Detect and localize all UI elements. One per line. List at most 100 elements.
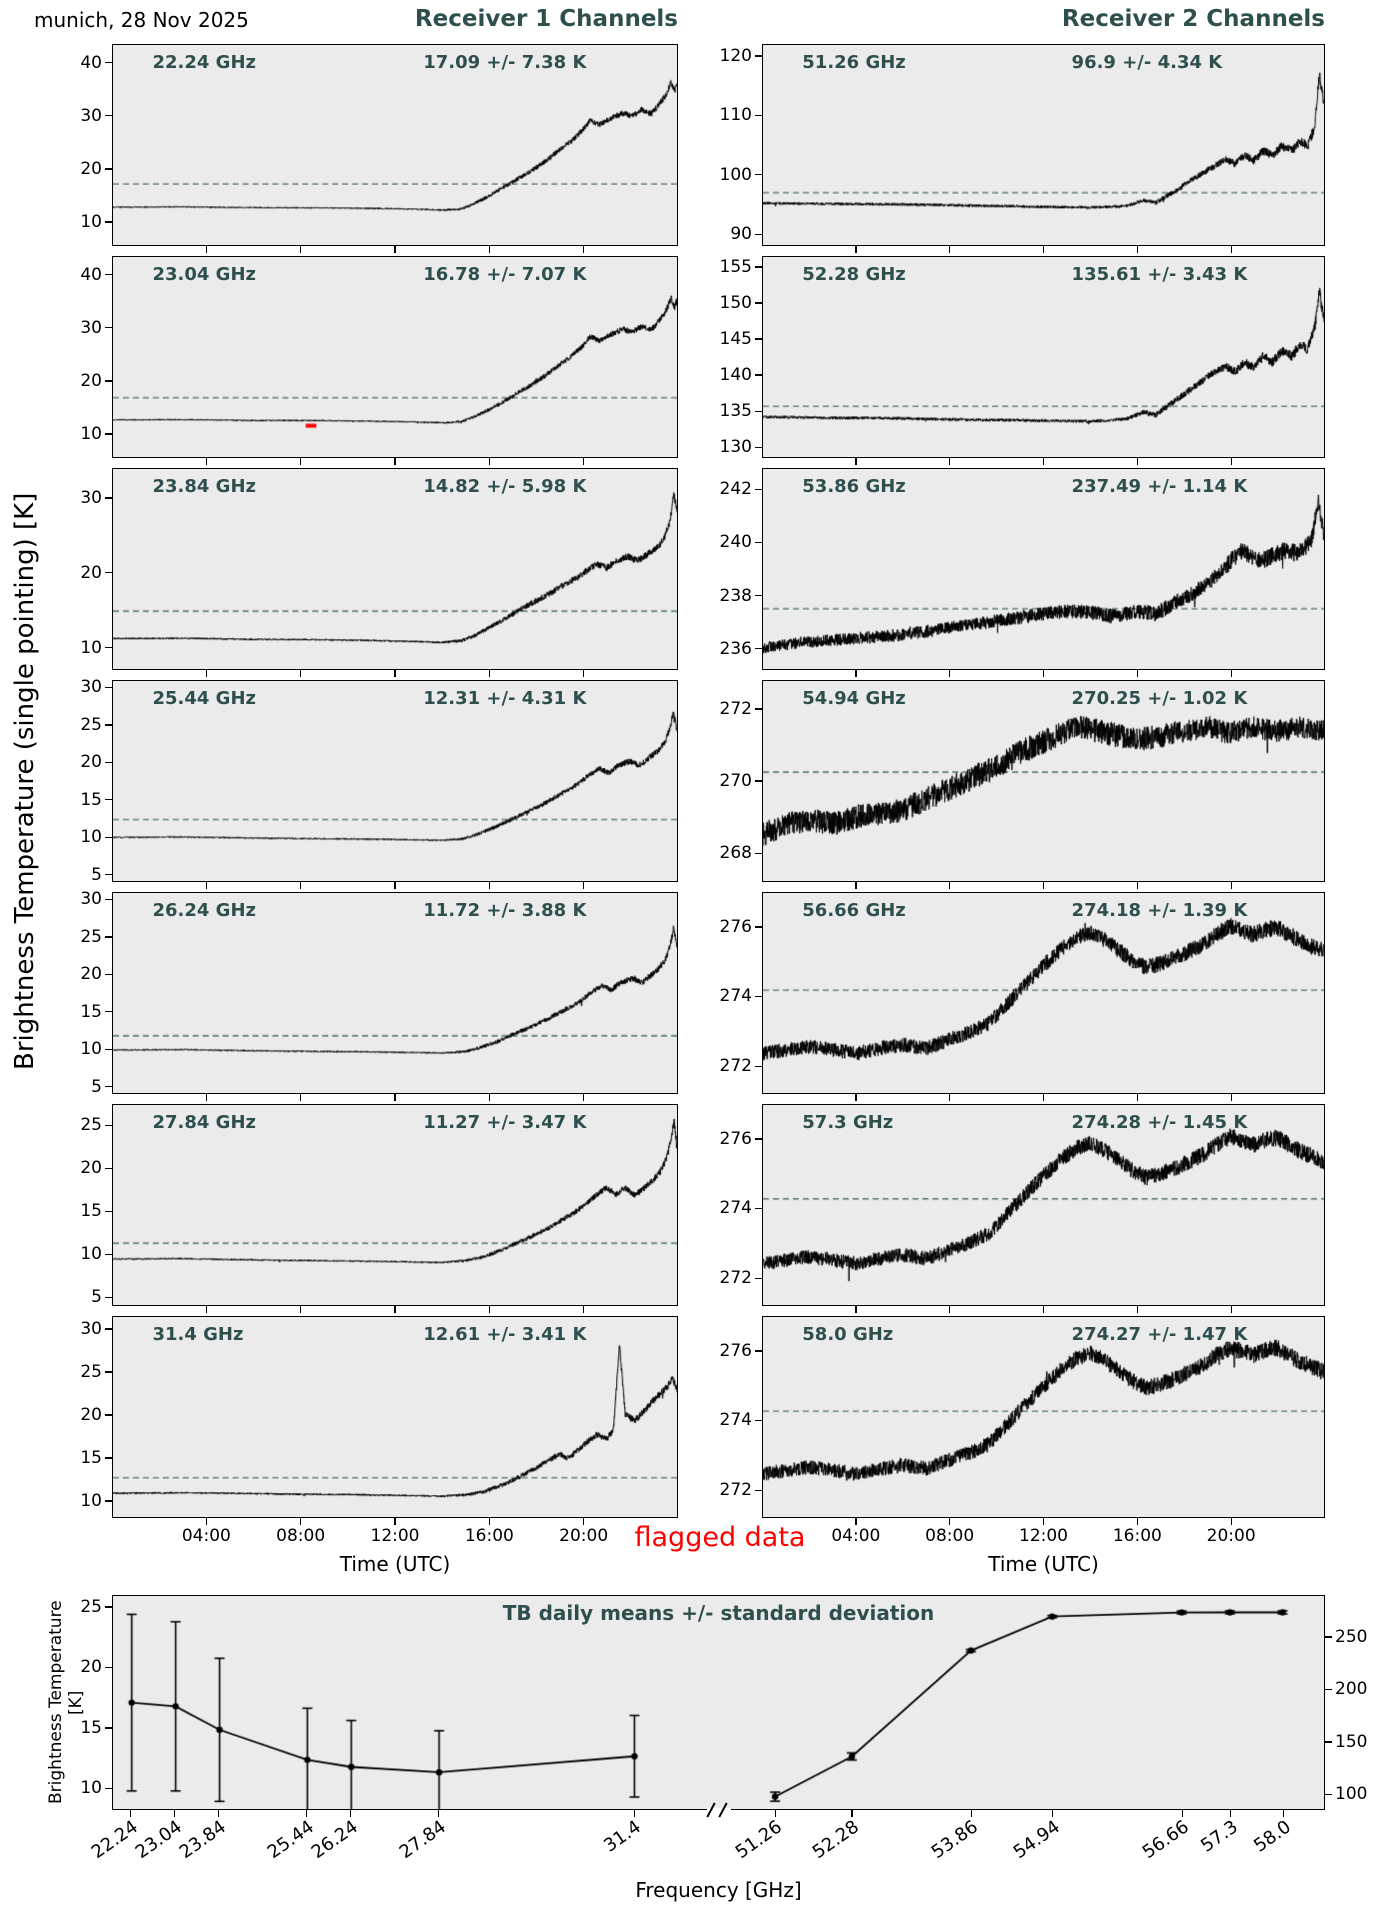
x-tick: [1136, 1518, 1139, 1525]
summary-x-tick: [306, 1810, 308, 1817]
panel-stats-label: 17.09 +/- 7.38 K: [423, 52, 587, 73]
x-tick-label: 16:00: [464, 1526, 514, 1546]
summary-y-tick-right: [1325, 1741, 1332, 1743]
y-tick-label: 5: [91, 1076, 102, 1097]
time-series-panel: 52.28 GHz 135.61 +/- 3.43 K: [762, 256, 1325, 458]
y-tick: [105, 873, 112, 876]
x-tick: [300, 1094, 302, 1101]
x-tick: [1042, 1306, 1045, 1313]
x-tick-label: 12:00: [370, 1526, 420, 1546]
x-tick: [205, 882, 208, 889]
y-tick-label: 135: [719, 401, 752, 422]
date-label: munich, 28 Nov 2025: [34, 8, 249, 32]
x-tick: [1042, 1518, 1045, 1525]
y-tick-label: 238: [719, 585, 752, 606]
y-tick-label: 20: [80, 370, 102, 391]
y-tick: [755, 174, 762, 176]
y-tick-label: 15: [80, 1201, 102, 1222]
time-series-panel: 27.84 GHz 11.27 +/- 3.47 K: [112, 1104, 678, 1306]
panel-stats-label: 274.27 +/- 1.47 K: [1071, 1324, 1248, 1345]
y-tick-label: 20: [80, 158, 102, 179]
y-tick-label: 5: [91, 1287, 102, 1308]
y-tick: [105, 1414, 112, 1416]
panel-stats-label: 11.72 +/- 3.88 K: [423, 900, 587, 921]
x-tick: [394, 670, 396, 677]
x-tick: [1136, 1306, 1139, 1313]
x-tick-label: 20:00: [559, 1526, 609, 1546]
summary-x-tick: [1181, 1810, 1184, 1817]
x-tick: [205, 246, 208, 253]
x-tick: [949, 458, 951, 465]
x-tick: [855, 882, 857, 889]
y-tick-label: 90: [730, 224, 752, 245]
panel-frequency-label: 58.0 GHz: [802, 1324, 894, 1345]
y-tick: [105, 433, 112, 435]
y-tick-label: 30: [80, 889, 102, 910]
y-tick: [105, 62, 112, 64]
x-tick: [300, 1306, 302, 1313]
panel-plot-canvas: [113, 45, 677, 245]
frequency-axis-label: Frequency [GHz]: [635, 1878, 802, 1902]
y-tick-label: 20: [80, 964, 102, 985]
receiver1-title: Receiver 1 Channels: [414, 6, 678, 32]
y-tick: [755, 648, 762, 650]
x-tick: [488, 1094, 491, 1101]
time-axis-label-right: Time (UTC): [988, 1552, 1099, 1576]
time-series-panel: 53.86 GHz 237.49 +/- 1.14 K: [762, 468, 1325, 670]
x-tick-label: 04:00: [181, 1526, 231, 1546]
x-tick: [583, 1518, 585, 1525]
y-tick: [105, 274, 112, 276]
y-tick-label: 155: [719, 256, 752, 277]
x-tick: [205, 458, 208, 465]
y-tick: [105, 799, 112, 801]
frequency-tick-label: 51.26: [731, 1816, 787, 1864]
y-tick: [755, 594, 762, 597]
frequency-tick-label: 31.4: [600, 1816, 646, 1857]
y-tick-label: 30: [80, 487, 102, 508]
panel-plot-canvas: [763, 257, 1324, 457]
x-tick-label: 04:00: [831, 1526, 881, 1546]
axis-break-gap: [706, 1808, 731, 1812]
panel-frequency-label: 23.04 GHz: [152, 264, 256, 285]
summary-x-tick: [851, 1810, 853, 1817]
y-tick-label: 10: [80, 1039, 102, 1060]
y-tick: [105, 1500, 112, 1502]
x-tick: [488, 458, 491, 465]
y-tick: [755, 1065, 762, 1067]
y-tick-label: 25: [80, 714, 102, 735]
y-tick-label: 15: [80, 789, 102, 810]
y-tick-label: 30: [80, 677, 102, 698]
panel-plot-canvas: [113, 1105, 677, 1305]
x-tick: [394, 458, 396, 465]
x-tick: [300, 458, 302, 465]
y-tick: [105, 898, 112, 901]
x-tick: [583, 246, 585, 253]
y-tick: [105, 221, 112, 223]
y-tick-label: 30: [80, 105, 102, 126]
x-tick: [300, 882, 302, 889]
time-series-panel: 22.24 GHz 17.09 +/- 7.38 K: [112, 44, 678, 246]
x-tick: [394, 1094, 396, 1101]
y-tick: [755, 926, 762, 928]
y-tick: [755, 488, 762, 490]
panel-plot-canvas: [763, 1105, 1324, 1305]
panel-frequency-label: 51.26 GHz: [802, 52, 906, 73]
x-tick: [1042, 1094, 1045, 1101]
panel-plot-canvas: [763, 893, 1324, 1093]
y-tick: [755, 446, 762, 448]
y-tick-label: 10: [80, 424, 102, 445]
x-tick: [394, 882, 396, 889]
y-tick: [105, 572, 112, 574]
panel-stats-label: 274.28 +/- 1.45 K: [1071, 1112, 1248, 1133]
time-series-panel: 26.24 GHz 11.72 +/- 3.88 K: [112, 892, 678, 1094]
summary-x-tick: [970, 1810, 972, 1817]
y-tick: [105, 497, 112, 499]
summary-x-tick: [633, 1810, 636, 1817]
panel-frequency-label: 52.28 GHz: [802, 264, 906, 285]
time-series-panel: 31.4 GHz 12.61 +/- 3.41 K: [112, 1316, 678, 1518]
y-tick: [105, 936, 112, 938]
summary-y-tick-left: [105, 1606, 112, 1608]
y-tick: [755, 852, 762, 854]
y-tick: [105, 973, 112, 975]
y-tick-label: 30: [80, 317, 102, 338]
